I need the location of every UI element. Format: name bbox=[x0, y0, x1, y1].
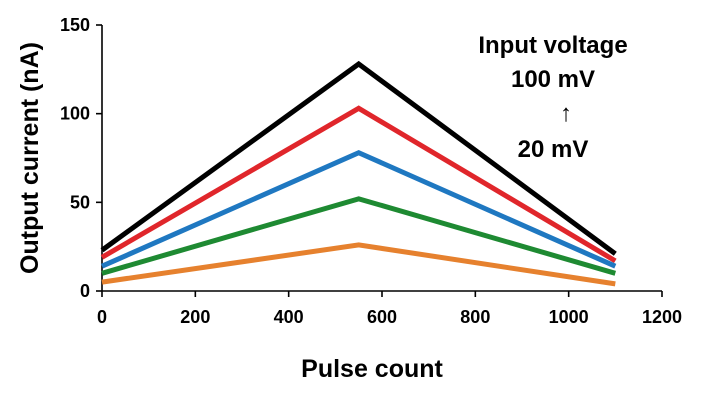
annotation-line-4: 20 mV bbox=[518, 136, 589, 163]
x-tick-label: 0 bbox=[97, 307, 107, 327]
y-ticks: 0 50 100 150 bbox=[60, 15, 102, 301]
series-line-2 bbox=[100, 105, 617, 264]
y-tick-label: 50 bbox=[70, 192, 90, 212]
annotation-line-2: 100 mV bbox=[511, 66, 595, 93]
annotation-line-1: Input voltage bbox=[478, 32, 627, 59]
x-tick-label: 200 bbox=[180, 307, 210, 327]
y-tick-label: 0 bbox=[80, 281, 90, 301]
y-axis-title: Output current (nA) bbox=[16, 42, 44, 274]
y-tick-label: 100 bbox=[60, 104, 90, 124]
series-line-5 bbox=[101, 242, 616, 287]
series-line-4 bbox=[101, 196, 616, 276]
annotation-arrow: ↑ bbox=[560, 100, 572, 127]
x-tick-label: 1200 bbox=[642, 307, 682, 327]
x-tick-label: 800 bbox=[460, 307, 490, 327]
x-tick-label: 1000 bbox=[549, 307, 589, 327]
annotation: Input voltage 100 mV ↑ 20 mV bbox=[478, 32, 627, 163]
x-axis-title: Pulse count bbox=[301, 355, 443, 383]
x-tick-label: 600 bbox=[367, 307, 397, 327]
x-ticks: 0 200 400 600 800 1000 1200 bbox=[97, 291, 682, 327]
series-group bbox=[100, 60, 617, 287]
series-line-3 bbox=[100, 149, 617, 269]
y-tick-label: 150 bbox=[60, 15, 90, 35]
x-tick-label: 400 bbox=[274, 307, 304, 327]
series-line-1 bbox=[100, 60, 617, 256]
